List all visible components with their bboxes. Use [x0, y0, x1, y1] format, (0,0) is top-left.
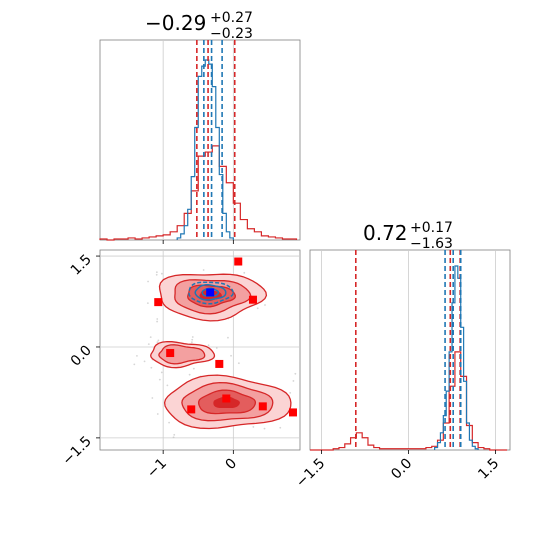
sample-point	[227, 336, 229, 339]
sample-point	[188, 373, 191, 376]
title-bottom-right-value: 0.72	[363, 221, 408, 245]
sample-point	[230, 354, 232, 357]
sample-point	[168, 421, 170, 424]
title-bottom-right-plus: +0.17	[410, 220, 453, 236]
panel-top-left-frame	[99, 39, 301, 241]
sample-point	[160, 272, 163, 275]
top-left-hist-blue	[176, 59, 234, 240]
bottom-right-xtick-label-1: 0.0	[388, 456, 415, 483]
sample-point	[252, 426, 255, 428]
sample-point	[166, 384, 169, 387]
red-marker-0	[234, 257, 243, 266]
contour-blue-level-1	[194, 284, 227, 301]
sample-point	[264, 304, 266, 306]
title-top-left-plus: +0.27	[210, 10, 253, 26]
sample-point	[149, 336, 152, 339]
sample-point	[160, 371, 163, 374]
sample-point	[173, 433, 176, 436]
red-marker-2	[166, 349, 175, 358]
sample-point	[151, 397, 154, 399]
sample-point	[133, 363, 136, 366]
sample-point	[191, 338, 194, 341]
sample-point	[147, 343, 150, 346]
contour-blue-level-0	[188, 281, 234, 305]
sample-point	[289, 392, 292, 394]
red-marker-5	[187, 405, 196, 414]
sample-point	[155, 271, 158, 274]
bottom-left-ytick-label-0: 1.5	[68, 252, 95, 279]
sample-point	[146, 302, 149, 305]
sample-point	[279, 426, 282, 429]
sample-point	[156, 413, 159, 415]
sample-point	[136, 355, 138, 357]
sample-point	[156, 341, 159, 344]
sample-point	[294, 372, 297, 375]
red-marker-4	[248, 295, 257, 304]
sample-point	[202, 269, 205, 271]
title-top-left-minus: −0.23	[210, 26, 253, 42]
sample-point	[157, 339, 160, 342]
sample-point	[156, 318, 159, 320]
sample-point	[191, 336, 194, 338]
sample-point	[158, 378, 161, 381]
sample-point	[155, 273, 158, 276]
panel-top-left: −0.29 +0.27 −0.23	[99, 10, 301, 244]
sample-point	[237, 362, 240, 365]
title-top-left-value: −0.29	[145, 11, 206, 35]
panel-bottom-right-frame	[309, 249, 511, 451]
sample-point	[256, 307, 259, 310]
sample-point	[292, 380, 295, 382]
sample-point	[192, 367, 195, 370]
bottom-right-xtick-label-2: 1.5	[475, 456, 502, 483]
bottom-left-xtick-label-0: −1	[144, 456, 170, 482]
blue-marker	[206, 288, 215, 297]
panel-bottom-right: −1.5 0.0 1.5 0.72 +0.17 −1.63	[293, 220, 511, 491]
red-marker-8	[288, 408, 297, 417]
red-marker-6	[222, 394, 231, 403]
sample-point	[147, 280, 149, 283]
top-left-hist-red	[99, 145, 298, 241]
sample-point	[243, 271, 246, 274]
title-bottom-right-minus: −1.63	[410, 236, 453, 252]
red-marker-3	[215, 359, 224, 368]
sample-point	[207, 344, 210, 347]
sample-point	[215, 347, 218, 349]
bottom-right-xtick-label-0: −1.5	[293, 456, 328, 491]
sample-point	[172, 436, 175, 439]
bottom-left-xtick-label-1: 0	[223, 456, 241, 474]
sample-point	[190, 341, 193, 344]
sample-point	[263, 427, 266, 430]
red-marker-7	[258, 402, 267, 411]
sample-point	[156, 320, 159, 323]
sample-point	[143, 360, 146, 363]
panel-bottom-left: −1 0 1.5 0.0 −1.5	[59, 249, 301, 482]
red-marker-1	[154, 298, 163, 307]
sample-point	[150, 366, 153, 369]
bottom-right-hist-blue	[434, 265, 479, 450]
bottom-left-ytick-label-2: −1.5	[59, 433, 94, 468]
bottom-left-ytick-label-1: 0.0	[68, 342, 95, 369]
